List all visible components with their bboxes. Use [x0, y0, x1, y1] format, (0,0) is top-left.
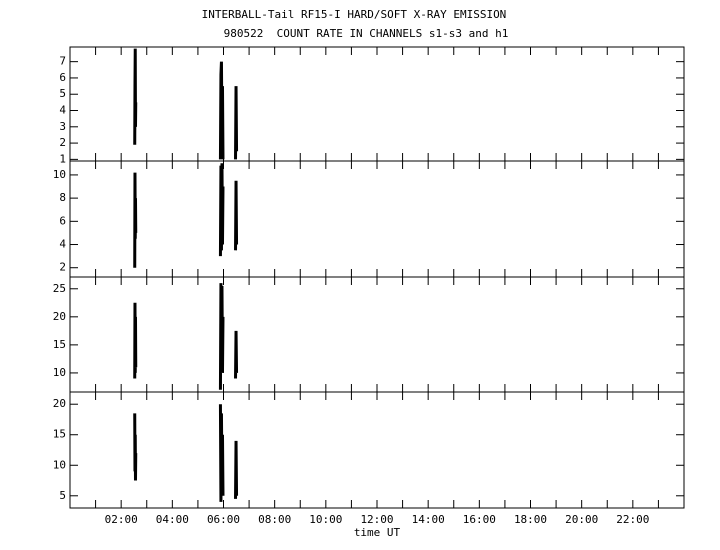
data-line [133, 163, 239, 268]
chart-subtitle: 980522 COUNT RATE IN CHANNELS s1-s3 and … [224, 27, 509, 40]
x-tick-label: 08:00 [258, 513, 291, 526]
y-tick-label: 1 [59, 152, 66, 165]
x-tick-label: 14:00 [412, 513, 445, 526]
y-tick-label: 3 [59, 120, 66, 133]
y-tick-label: 5 [59, 87, 66, 100]
data-line [133, 283, 239, 390]
y-tick-label: 6 [59, 71, 66, 84]
x-tick-label: 10:00 [309, 513, 342, 526]
panel-frame [69, 160, 685, 278]
data-line [133, 404, 239, 502]
x-tick-label: 20:00 [565, 513, 598, 526]
x-tick-label: 06:00 [207, 513, 240, 526]
y-tick-label: 20 [53, 310, 66, 323]
y-tick-label: 25 [53, 282, 66, 295]
y-tick-label: 10 [53, 458, 66, 471]
y-tick-label: 2 [59, 136, 66, 149]
y-tick-label: 15 [53, 428, 66, 441]
y-tick-label: 10 [53, 168, 66, 181]
y-tick-label: 2 [59, 261, 66, 274]
y-tick-label: 15 [53, 338, 66, 351]
chart-title: INTERBALL-Tail RF15-I HARD/SOFT X-RAY EM… [202, 8, 507, 21]
x-tick-label: 12:00 [360, 513, 393, 526]
panel-frame [69, 46, 685, 162]
panel-frame [69, 391, 685, 509]
x-tick-label: 18:00 [514, 513, 547, 526]
x-tick-label: 04:00 [156, 513, 189, 526]
x-axis-label: time UT [354, 526, 401, 539]
y-tick-label: 20 [53, 397, 66, 410]
y-tick-label: 6 [59, 214, 66, 227]
panel-frame [69, 276, 685, 393]
x-tick-label: 02:00 [105, 513, 138, 526]
y-tick-label: 4 [59, 238, 66, 251]
y-tick-label: 5 [59, 489, 66, 502]
y-tick-label: 10 [53, 366, 66, 379]
x-tick-label: 22:00 [616, 513, 649, 526]
x-tick-label: 16:00 [463, 513, 496, 526]
y-tick-label: 4 [59, 104, 66, 117]
data-line [133, 48, 239, 160]
y-tick-label: 8 [59, 191, 66, 204]
y-tick-label: 7 [59, 55, 66, 68]
